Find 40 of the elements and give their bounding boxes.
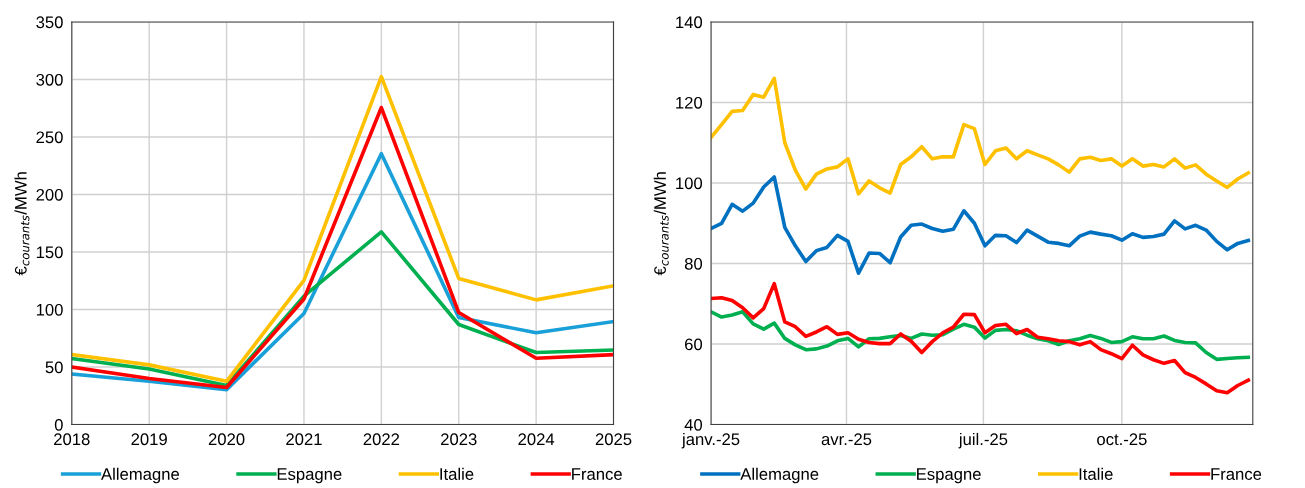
x-tick-label: 2019 bbox=[131, 433, 167, 446]
y-tick-label: 200 bbox=[36, 188, 63, 201]
legend-label: France bbox=[572, 468, 622, 480]
legend-label: Allemagne bbox=[101, 467, 180, 484]
y-tick-label: 0 bbox=[54, 418, 63, 431]
legend-label: Espagne bbox=[277, 468, 342, 484]
y-tick-label: 140 bbox=[676, 16, 703, 29]
y-tick-label: 100 bbox=[36, 303, 63, 316]
x-tick-label: juil.-25 bbox=[958, 432, 1008, 449]
x-tick-label: avr.-25 bbox=[821, 433, 872, 446]
x-tick-label: 2021 bbox=[286, 433, 322, 446]
y-tick-label: 150 bbox=[36, 246, 63, 259]
x-tick-label: oct.-25 bbox=[1097, 433, 1147, 446]
y-tick-label: 350 bbox=[36, 16, 63, 29]
legend-label: France bbox=[1211, 468, 1262, 480]
x-tick-label: 2024 bbox=[518, 433, 555, 446]
legend-label: Allemagne bbox=[740, 467, 819, 484]
y-axis-title: €$_{courants}$/MWh bbox=[653, 172, 669, 276]
line-series bbox=[711, 175, 1251, 275]
line-series bbox=[71, 151, 614, 392]
x-tick-label: 2023 bbox=[441, 433, 477, 446]
y-tick-label: 250 bbox=[36, 131, 63, 144]
line-series bbox=[711, 76, 1251, 196]
legend-label: Italie bbox=[1079, 467, 1113, 480]
y-tick-label: 120 bbox=[676, 96, 703, 109]
x-tick-label: 2025 bbox=[595, 433, 632, 446]
y-tick-label: 100 bbox=[676, 177, 703, 190]
x-tick-label: 2022 bbox=[363, 433, 400, 446]
y-tick-label: 50 bbox=[45, 361, 63, 374]
line-series bbox=[711, 281, 1251, 395]
y-tick-label: 80 bbox=[684, 257, 703, 270]
y-axis-title: €$_{courants}$/MWh bbox=[14, 172, 30, 276]
x-tick-label: 2020 bbox=[208, 433, 245, 446]
legend-label: Italie bbox=[440, 467, 474, 480]
legend-label: Espagne bbox=[917, 468, 981, 484]
x-tick-label: janv.-25 bbox=[681, 432, 740, 449]
y-tick-label: 60 bbox=[685, 338, 703, 351]
y-tick-label: 40 bbox=[684, 418, 703, 431]
y-tick-label: 300 bbox=[36, 73, 63, 86]
x-tick-label: 2018 bbox=[54, 433, 90, 446]
